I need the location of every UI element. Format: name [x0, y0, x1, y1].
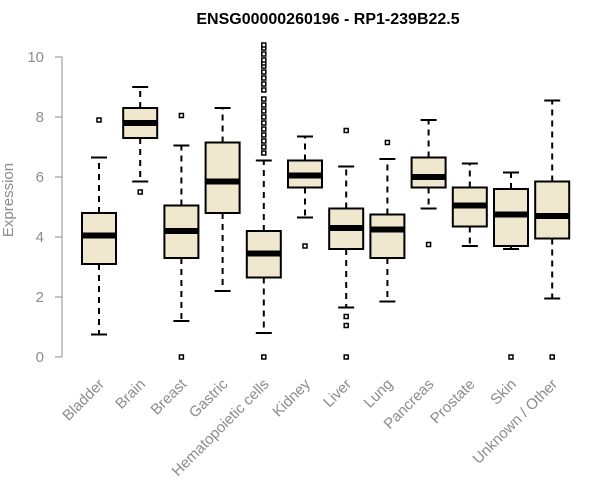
outlier-point — [261, 75, 267, 81]
outlier-point — [343, 322, 349, 329]
box-group — [122, 86, 159, 195]
outlier-point — [261, 69, 267, 75]
outlier-point — [261, 102, 267, 108]
outlier-point — [261, 114, 267, 120]
outlier-point — [302, 243, 308, 249]
y-tick-label: 0 — [36, 349, 44, 366]
box-group — [451, 162, 488, 247]
outlier-point — [384, 139, 391, 146]
outlier-point — [261, 150, 267, 156]
outlier-point — [261, 96, 267, 102]
x-tick-label: Bladder — [59, 376, 108, 425]
outlier-point — [508, 354, 514, 360]
box-iqr — [410, 156, 447, 189]
box-group — [163, 112, 200, 360]
outlier-point — [343, 313, 349, 320]
x-tick-label: Skin — [487, 376, 520, 409]
outlier-point — [261, 132, 267, 138]
box-iqr — [534, 180, 571, 240]
outlier-point — [261, 354, 267, 360]
box-iqr — [204, 141, 241, 214]
outlier-point — [261, 144, 267, 150]
outlier-point — [261, 42, 267, 48]
y-tick-label: 8 — [36, 109, 44, 126]
outlier-point — [261, 51, 267, 57]
box-group — [245, 42, 282, 360]
outlier-point — [261, 126, 267, 132]
x-tick-label: Breast — [148, 375, 191, 418]
box-group — [369, 139, 406, 303]
chart-title: ENSG00000260196 - RP1-239B22.5 — [196, 11, 459, 28]
outlier-point — [178, 112, 185, 119]
outlier-point — [343, 354, 349, 360]
x-tick-label: Lung — [361, 376, 397, 412]
outlier-point — [261, 57, 267, 63]
y-tick-label: 10 — [27, 49, 44, 66]
outlier-point — [261, 108, 267, 114]
outlier-point — [137, 189, 143, 195]
box-group — [328, 127, 365, 360]
boxes-group — [81, 42, 571, 360]
outlier-point — [178, 354, 185, 360]
outlier-point — [343, 127, 349, 134]
x-tick-label: Brain — [112, 376, 149, 413]
outlier-point — [96, 117, 102, 123]
outlier-point — [261, 138, 267, 144]
outlier-point — [261, 120, 267, 126]
box-group — [534, 99, 571, 360]
outlier-point — [261, 81, 267, 87]
box-group — [204, 107, 241, 292]
y-axis-label: Expression — [0, 163, 17, 237]
outlier-point — [425, 241, 432, 248]
x-tick-label: Liver — [320, 376, 355, 411]
outlier-point — [261, 87, 267, 93]
x-tick-label: Kidney — [269, 375, 314, 420]
y-tick-label: 6 — [36, 169, 44, 186]
y-tick-label: 4 — [36, 229, 44, 246]
x-tick-label: Prostate — [427, 376, 479, 428]
outlier-point — [549, 354, 555, 360]
box-group — [287, 135, 323, 249]
box-group — [493, 171, 529, 360]
y-tick-label: 2 — [36, 289, 44, 306]
box-group — [81, 117, 117, 336]
box-iqr — [369, 213, 406, 259]
box-group — [410, 119, 447, 248]
y-axis: 0 2 4 6 8 10 — [27, 49, 63, 366]
